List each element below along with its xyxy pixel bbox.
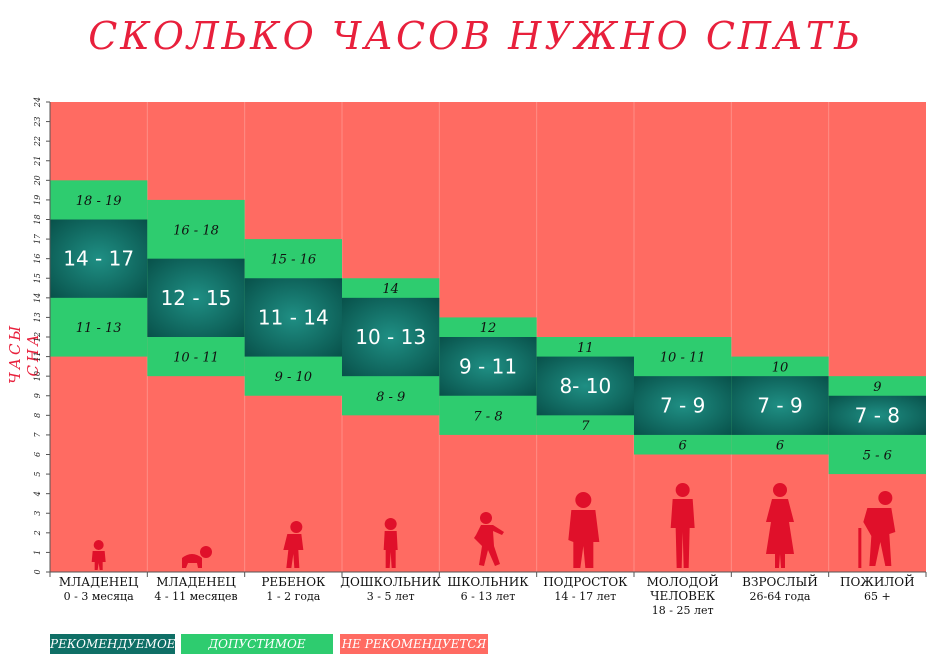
preschooler-silhouette-icon bbox=[383, 518, 398, 568]
infant-silhouette-icon bbox=[91, 540, 106, 570]
y-tick-label: 21 bbox=[33, 156, 42, 167]
recommended-range-label: 9 - 11 bbox=[459, 354, 517, 378]
adult-woman-silhouette-icon bbox=[766, 483, 794, 568]
y-tick-label: 23 bbox=[33, 116, 42, 127]
recommended-range-label: 7 - 8 bbox=[855, 403, 900, 427]
category-name: ДОШКОЛЬНИК bbox=[340, 575, 441, 589]
recommended-bar bbox=[147, 258, 245, 337]
y-tick-label: 9 bbox=[33, 393, 42, 398]
recommended-range-label: 14 - 17 bbox=[63, 247, 134, 271]
legend-recommended: РЕКОМЕНДУЕМОЕ bbox=[50, 637, 176, 651]
upper-acceptable-label: 10 - 11 bbox=[660, 351, 706, 366]
upper-acceptable-label: 15 - 16 bbox=[270, 253, 316, 268]
upper-acceptable-label: 11 bbox=[577, 341, 594, 356]
elderly-with-cane-silhouette-icon bbox=[858, 491, 896, 568]
category-name: ЧЕЛОВЕК bbox=[650, 589, 715, 603]
category-age: 18 - 25 лет bbox=[652, 604, 714, 617]
category-name: ПОЖИЛОЙ bbox=[840, 573, 915, 589]
y-tick-label: 8 bbox=[33, 413, 42, 418]
lower-acceptable-label: 7 - 8 bbox=[473, 409, 502, 424]
lower-acceptable-label: 5 - 6 bbox=[863, 449, 892, 464]
toddler-silhouette-icon bbox=[283, 521, 304, 568]
y-tick-label: 3 bbox=[33, 511, 42, 516]
category-age: 0 - 3 месяца bbox=[64, 590, 134, 603]
upper-acceptable-label: 14 bbox=[382, 282, 399, 297]
upper-acceptable-label: 9 bbox=[873, 380, 881, 395]
recommended-bar bbox=[731, 376, 829, 435]
lower-acceptable-label: 6 bbox=[679, 439, 687, 454]
chart-title: СКОЛЬКО ЧАСОВ НУЖНО СПАТЬ bbox=[88, 14, 863, 58]
y-tick-label: 18 bbox=[33, 214, 42, 224]
recommended-range-label: 10 - 13 bbox=[355, 325, 426, 349]
lower-acceptable-label: 8 - 9 bbox=[376, 390, 405, 405]
lower-acceptable-label: 6 bbox=[776, 439, 784, 454]
recommended-bar bbox=[342, 297, 440, 377]
y-tick-label: 15 bbox=[33, 273, 42, 283]
legend-not-recommended: НЕ РЕКОМЕНДУЕТСЯ bbox=[341, 637, 487, 651]
upper-acceptable-label: 18 - 19 bbox=[76, 194, 122, 209]
legend-acceptable: ДОПУСТИМОЕ bbox=[208, 637, 306, 651]
y-tick-label: 5 bbox=[33, 472, 42, 477]
y-tick-label: 12 bbox=[33, 332, 42, 342]
category-name: ВЗРОСЛЫЙ bbox=[742, 573, 818, 589]
category-age: 14 - 17 лет bbox=[554, 590, 616, 603]
y-tick-label: 0 bbox=[33, 569, 42, 574]
category-name: МЛАДЕНЕЦ bbox=[59, 575, 139, 589]
category-name: ШКОЛЬНИК bbox=[447, 575, 529, 589]
category-age: 3 - 5 лет bbox=[367, 590, 415, 603]
recommended-bar bbox=[244, 278, 342, 357]
recommended-bar bbox=[634, 376, 732, 435]
y-tick-label: 7 bbox=[33, 431, 42, 437]
crawling-baby-silhouette-icon bbox=[182, 546, 212, 568]
y-tick-label: 19 bbox=[33, 195, 42, 205]
y-tick-label: 4 bbox=[33, 491, 42, 497]
recommended-range-label: 7 - 9 bbox=[757, 394, 802, 418]
young-adult-silhouette-icon bbox=[670, 483, 695, 568]
category-age: 26-64 года bbox=[750, 590, 811, 603]
lower-acceptable-label: 11 - 13 bbox=[76, 321, 122, 336]
recommended-range-label: 11 - 14 bbox=[258, 305, 329, 329]
lower-acceptable-label: 9 - 10 bbox=[275, 370, 312, 385]
teenager-silhouette-icon bbox=[568, 492, 600, 568]
category-name: ПОДРОСТОК bbox=[543, 575, 628, 589]
category-age: 65 + bbox=[864, 590, 891, 603]
upper-acceptable-label: 12 bbox=[480, 321, 497, 336]
recommended-range-label: 12 - 15 bbox=[161, 286, 232, 310]
lower-acceptable-label: 10 - 11 bbox=[173, 351, 219, 366]
lower-acceptable-label: 7 bbox=[581, 419, 590, 434]
schoolchild-silhouette-icon bbox=[474, 512, 504, 566]
recommended-range-label: 7 - 9 bbox=[660, 394, 705, 418]
legend-swatch bbox=[340, 634, 488, 654]
upper-acceptable-label: 16 - 18 bbox=[173, 223, 219, 238]
legend-swatch bbox=[50, 634, 175, 654]
category-name: РЕБЕНОК bbox=[261, 575, 326, 589]
legend-swatch bbox=[181, 634, 333, 654]
y-tick-label: 17 bbox=[33, 233, 42, 244]
recommended-bar bbox=[536, 356, 634, 416]
category-name: МЛАДЕНЕЦ bbox=[156, 575, 236, 589]
recommended-bar bbox=[828, 395, 926, 435]
y-tick-label: 11 bbox=[33, 351, 42, 361]
y-tick-label: 2 bbox=[33, 530, 42, 536]
recommended-range-label: 8- 10 bbox=[559, 374, 611, 398]
upper-acceptable-label: 10 bbox=[772, 360, 789, 375]
category-age: 1 - 2 года bbox=[266, 590, 320, 603]
y-tick-label: 14 bbox=[33, 293, 42, 303]
recommended-bar bbox=[50, 219, 148, 298]
category-name: МОЛОДОЙ bbox=[647, 573, 719, 589]
category-age: 6 - 13 лет bbox=[461, 590, 516, 603]
recommended-bar bbox=[439, 337, 537, 396]
category-age: 4 - 11 месяцев bbox=[154, 590, 237, 603]
y-tick-label: 16 bbox=[33, 254, 42, 264]
y-tick-label: 24 bbox=[33, 97, 42, 108]
y-tick-label: 22 bbox=[33, 136, 42, 147]
y-tick-label: 13 bbox=[33, 312, 42, 322]
y-tick-label: 1 bbox=[33, 550, 42, 555]
y-tick-label: 6 bbox=[33, 452, 42, 457]
y-tick-label: 20 bbox=[33, 175, 42, 186]
y-tick-label: 10 bbox=[33, 371, 42, 381]
